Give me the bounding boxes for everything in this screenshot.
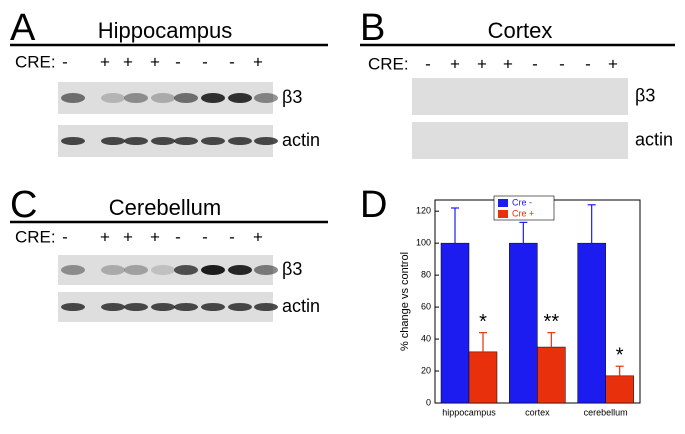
band [228, 137, 252, 145]
bar [605, 375, 634, 404]
bar [440, 242, 470, 404]
band [228, 265, 252, 275]
y-tick-label: 20 [421, 365, 431, 375]
x-tick-label: hippocampus [442, 407, 496, 417]
band [228, 93, 252, 103]
band-label: actin [282, 130, 320, 150]
band [254, 303, 278, 311]
legend-label: Cre + [512, 208, 534, 218]
blot [412, 122, 628, 159]
lane-sign: + [253, 227, 263, 246]
band [254, 265, 278, 275]
y-tick-label: 60 [421, 301, 431, 311]
band [174, 265, 198, 275]
band [174, 303, 198, 311]
band [174, 93, 198, 103]
band-label: actin [635, 129, 673, 149]
blot [412, 78, 628, 115]
band [201, 265, 225, 275]
lane-sign: + [123, 52, 133, 71]
panel-letter: C [10, 184, 37, 226]
legend-swatch [498, 210, 508, 218]
y-tick-label: 120 [416, 206, 431, 216]
band [124, 93, 148, 103]
lane-sign: - [175, 52, 181, 71]
lane-sign: - [202, 52, 208, 71]
band [151, 93, 175, 103]
annotation: ** [544, 311, 560, 333]
band [228, 303, 252, 311]
panel-letter: A [10, 7, 36, 49]
lane-sign: - [229, 227, 235, 246]
band-label: actin [282, 296, 320, 316]
y-tick-label: 40 [421, 333, 431, 343]
lane-sign: + [123, 227, 133, 246]
lane-sign: + [253, 52, 263, 71]
panel-title: Cortex [488, 18, 553, 43]
panel-title: Hippocampus [98, 18, 233, 43]
lane-sign: + [450, 54, 460, 73]
lane-sign: + [477, 54, 487, 73]
annotation: * [616, 345, 624, 367]
y-tick-label: 100 [416, 238, 431, 248]
band [61, 137, 85, 145]
lane-sign: + [608, 54, 618, 73]
panel-letter: B [360, 7, 385, 49]
x-tick-label: cortex [525, 407, 550, 417]
bar [537, 346, 566, 404]
y-tick-label: 80 [421, 270, 431, 280]
band [151, 265, 175, 275]
band [124, 265, 148, 275]
legend-swatch [498, 199, 508, 207]
row-label: CRE: [15, 52, 56, 71]
band-label: β3 [635, 85, 655, 105]
y-tick-label: 0 [426, 397, 431, 407]
band [61, 93, 85, 103]
lane-sign: + [100, 227, 110, 246]
band [124, 137, 148, 145]
row-label: CRE: [15, 227, 56, 246]
band [101, 303, 125, 311]
y-axis-label: % change vs control [399, 252, 411, 351]
lane-sign: + [100, 52, 110, 71]
panel-letter: D [360, 184, 387, 226]
band [174, 137, 198, 145]
band [124, 303, 148, 311]
bar [468, 351, 498, 404]
lane-sign: - [62, 52, 68, 71]
band [101, 265, 125, 275]
row-label: CRE: [368, 54, 409, 73]
band [201, 93, 225, 103]
band [61, 303, 85, 311]
bar [577, 242, 606, 404]
band [61, 265, 85, 275]
panel-title: Cerebellum [109, 195, 222, 220]
band [101, 137, 125, 145]
lane-sign: + [503, 54, 513, 73]
lane-sign: + [150, 227, 160, 246]
lane-sign: - [202, 227, 208, 246]
lane-sign: - [585, 54, 591, 73]
bar [509, 242, 538, 404]
legend-label: Cre - [512, 197, 532, 207]
band-label: β3 [282, 87, 302, 107]
lane-sign: - [229, 52, 235, 71]
x-tick-label: cerebellum [584, 407, 628, 417]
lane-sign: - [532, 54, 538, 73]
band [201, 303, 225, 311]
annotation: * [479, 311, 487, 333]
lane-sign: - [62, 227, 68, 246]
band-label: β3 [282, 259, 302, 279]
band [254, 137, 278, 145]
band [101, 93, 125, 103]
band [151, 303, 175, 311]
band [254, 93, 278, 103]
lane-sign: - [559, 54, 565, 73]
band [151, 137, 175, 145]
lane-sign: - [175, 227, 181, 246]
lane-sign: + [150, 52, 160, 71]
band [201, 137, 225, 145]
lane-sign: - [425, 54, 431, 73]
